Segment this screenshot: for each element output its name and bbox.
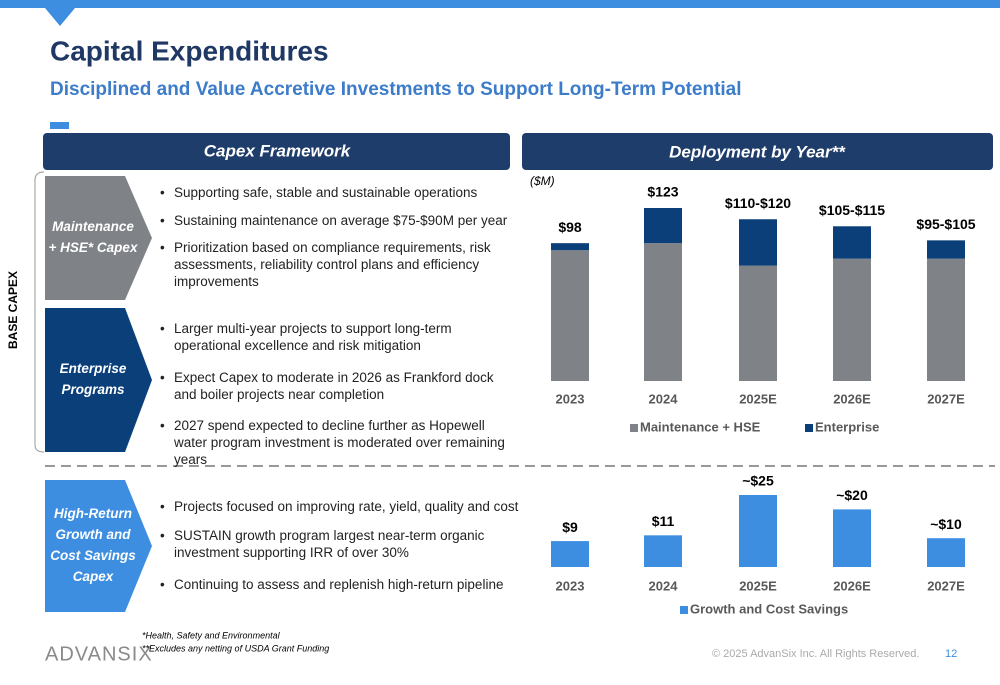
bar-segment bbox=[739, 265, 777, 381]
framework-title: Capex Framework bbox=[204, 141, 352, 160]
legend-swatch bbox=[630, 424, 638, 432]
bar-segment bbox=[644, 208, 682, 244]
bar-segment bbox=[833, 258, 871, 381]
bracket bbox=[34, 171, 45, 453]
x-tick-label: 2023 bbox=[556, 391, 585, 406]
bullet: SUSTAIN growth program largest near-term… bbox=[160, 527, 519, 561]
section-label: Enterprise bbox=[60, 361, 127, 376]
bar-segment bbox=[644, 243, 682, 381]
legend-swatch bbox=[805, 424, 813, 432]
notch bbox=[45, 8, 75, 26]
bar-segment bbox=[551, 243, 589, 251]
base-capex: BASE CAPEX bbox=[6, 271, 20, 349]
bar-segment bbox=[927, 258, 965, 381]
section-label: + HSE* Capex bbox=[49, 240, 138, 255]
bar bbox=[833, 509, 871, 567]
subtitle: Disciplined and Value Accretive Investme… bbox=[50, 79, 742, 100]
x-tick-label: 2023 bbox=[556, 578, 585, 593]
bar bbox=[739, 495, 777, 567]
deployment-header bbox=[522, 133, 993, 170]
x-tick-label: 2026E bbox=[833, 391, 871, 406]
bar bbox=[644, 535, 682, 567]
total-label: $95-$105 bbox=[916, 216, 975, 232]
x-tick-label: 2024 bbox=[649, 391, 679, 406]
framework-header bbox=[43, 133, 510, 170]
total-label: $98 bbox=[558, 219, 582, 235]
total-label: $105-$115 bbox=[819, 202, 885, 218]
growth-chevron bbox=[45, 480, 152, 612]
section-label: High-Return bbox=[54, 506, 132, 521]
logo: ADVANSIX bbox=[45, 643, 153, 665]
accent bbox=[50, 122, 69, 129]
footnote: *Health, Safety and Environmental bbox=[142, 630, 281, 640]
bar-segment bbox=[833, 226, 871, 259]
section-label: Cost Savings bbox=[50, 548, 136, 563]
bullet: Projects focused on improving rate, yiel… bbox=[160, 498, 519, 515]
bullet: 2027 spend expected to decline further a… bbox=[160, 417, 519, 468]
x-tick-label: 2025E bbox=[739, 391, 777, 406]
x-tick-label: 2027E bbox=[927, 391, 965, 406]
bullet: Prioritization based on compliance requi… bbox=[160, 239, 519, 290]
bullet: Expect Capex to moderate in 2026 as Fran… bbox=[160, 369, 519, 403]
legend-label: Enterprise bbox=[815, 419, 879, 434]
section-label: Maintenance bbox=[52, 219, 134, 234]
section-label: Programs bbox=[61, 382, 125, 397]
top-band bbox=[0, 0, 1000, 8]
bullet: Continuing to assess and replenish high-… bbox=[160, 576, 519, 593]
bar-segment bbox=[739, 219, 777, 266]
total-label: $123 bbox=[647, 184, 678, 200]
bullet: Sustaining maintenance on average $75-$9… bbox=[160, 212, 519, 229]
page-number: 12 bbox=[945, 648, 957, 660]
enterprise-chevron bbox=[45, 308, 152, 452]
title: Capital Expenditures bbox=[50, 35, 329, 66]
deployment-title: Deployment by Year** bbox=[669, 142, 846, 161]
x-tick-label: 2027E bbox=[927, 578, 965, 593]
legend-label: Maintenance + HSE bbox=[640, 419, 761, 434]
x-tick-label: 2025E bbox=[739, 578, 777, 593]
bar-segment bbox=[927, 240, 965, 259]
section-label: Capex bbox=[73, 569, 114, 584]
unit-label: ($M) bbox=[530, 174, 555, 188]
legend-label: Growth and Cost Savings bbox=[690, 601, 848, 616]
value-label: ~$10 bbox=[930, 516, 962, 532]
bar bbox=[551, 541, 589, 567]
bullet: Larger multi-year projects to support lo… bbox=[160, 320, 519, 354]
value-label: $11 bbox=[652, 513, 675, 529]
bar bbox=[927, 538, 965, 567]
section-label: Growth and bbox=[56, 527, 132, 542]
footnote: **Excludes any netting of USDA Grant Fun… bbox=[142, 643, 329, 653]
x-tick-label: 2024 bbox=[649, 578, 679, 593]
legend-swatch bbox=[680, 606, 688, 614]
value-label: $9 bbox=[562, 519, 578, 535]
value-label: ~$20 bbox=[836, 487, 868, 503]
bar-segment bbox=[551, 250, 589, 381]
copyright: © 2025 AdvanSix Inc. All Rights Reserved… bbox=[712, 648, 919, 660]
total-label: $110-$120 bbox=[725, 195, 791, 211]
value-label: ~$25 bbox=[742, 473, 774, 489]
maintenance-chevron bbox=[45, 176, 152, 300]
bullet: Supporting safe, stable and sustainable … bbox=[160, 184, 519, 201]
x-tick-label: 2026E bbox=[833, 578, 871, 593]
